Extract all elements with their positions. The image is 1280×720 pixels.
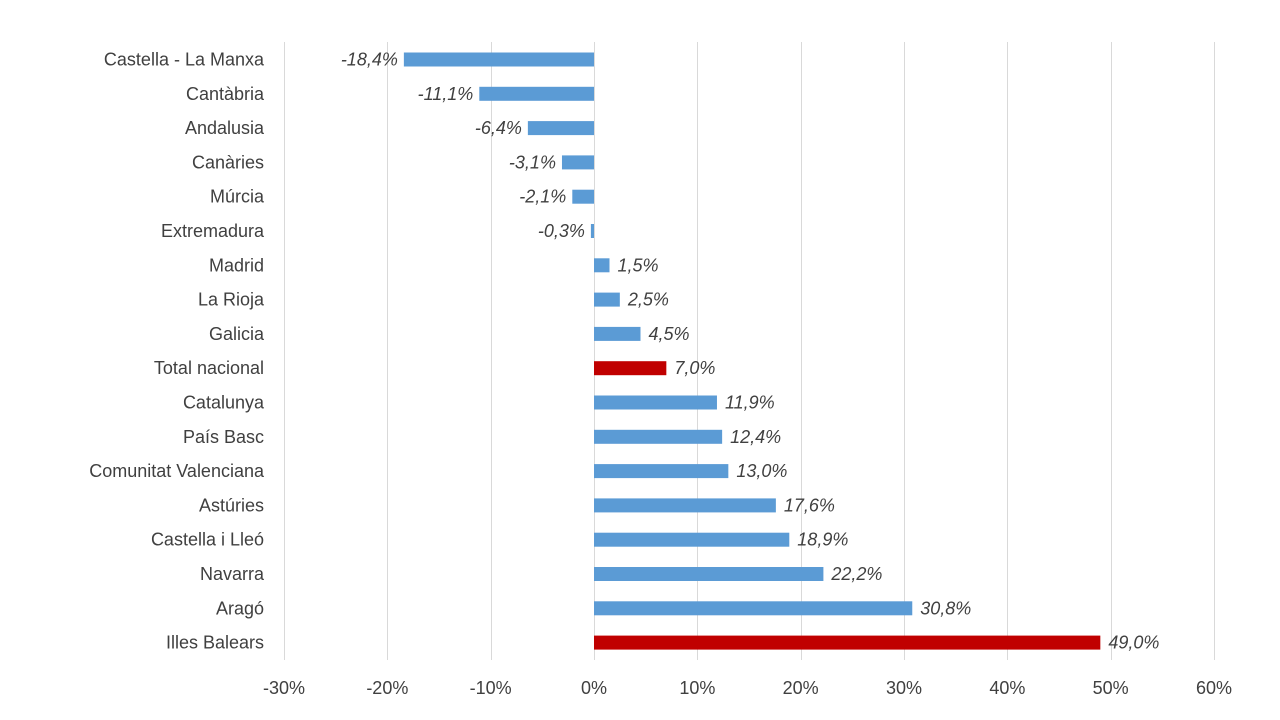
x-tick-label: 0% <box>581 678 607 698</box>
data-label: -2,1% <box>519 187 566 207</box>
data-label: 7,0% <box>674 358 715 378</box>
data-label: -11,1% <box>418 84 474 104</box>
bar <box>572 189 594 204</box>
data-label: 12,4% <box>730 427 781 447</box>
bar <box>561 155 594 170</box>
x-tick-label: -30% <box>263 678 305 698</box>
bar <box>594 601 913 616</box>
data-label: 4,5% <box>649 324 690 344</box>
category-label: Castella - La Manxa <box>104 50 265 70</box>
category-label: Galicia <box>209 324 265 344</box>
x-tick-label: 60% <box>1196 678 1232 698</box>
data-label: 22,2% <box>830 564 882 584</box>
category-label: La Rioja <box>198 290 265 310</box>
data-label: 11,9% <box>725 393 775 413</box>
category-label: Madrid <box>209 255 264 275</box>
bar <box>594 498 776 513</box>
x-tick-label: 40% <box>989 678 1025 698</box>
category-label: Navarra <box>200 564 265 584</box>
x-tick-label: -10% <box>470 678 512 698</box>
category-label: Canàries <box>192 152 264 172</box>
category-label: Illes Balears <box>166 633 264 653</box>
bar <box>594 532 790 547</box>
data-label: -18,4% <box>341 50 398 70</box>
x-tick-label: -20% <box>366 678 408 698</box>
data-label: -0,3% <box>538 221 585 241</box>
bar <box>594 635 1101 650</box>
x-tick-label: 50% <box>1093 678 1129 698</box>
data-label: -3,1% <box>509 152 556 172</box>
category-label: Múrcia <box>210 187 265 207</box>
x-tick-label: 10% <box>679 678 715 698</box>
bars <box>403 52 1101 650</box>
data-label: 2,5% <box>627 290 669 310</box>
bar <box>527 121 594 136</box>
data-label: -6,4% <box>475 118 522 138</box>
bar <box>594 292 620 307</box>
bar <box>594 361 667 376</box>
category-label: Extremadura <box>161 221 265 241</box>
category-label: País Basc <box>183 427 264 447</box>
data-label: 30,8% <box>920 598 971 618</box>
gridlines <box>284 42 1215 660</box>
bar <box>594 429 723 444</box>
category-label: Total nacional <box>154 358 264 378</box>
category-label: Astúries <box>199 495 264 515</box>
category-label: Catalunya <box>183 393 265 413</box>
data-label: 13,0% <box>736 461 787 481</box>
category-label: Comunitat Valenciana <box>89 461 265 481</box>
bar <box>594 326 641 341</box>
data-labels: -18,4% -11,1%-6,4% -3,1% -2,1% -0,3% 1,5% 2,5%… <box>341 50 1160 653</box>
data-label: 49,0% <box>1108 633 1159 653</box>
data-label: 18,9% <box>797 530 848 550</box>
bar <box>594 464 729 479</box>
category-label: Aragó <box>216 598 264 618</box>
bar <box>594 395 717 410</box>
x-axis-tick-labels: -30% -20% -10% 0% 10% 20% 30% 40% 50% 60% <box>263 678 1232 698</box>
category-label: Cantàbria <box>186 84 265 104</box>
bar <box>479 86 594 101</box>
category-labels: Castella - La Manxa Cantàbria Andalusia Can… <box>89 50 265 653</box>
x-tick-label: 30% <box>886 678 922 698</box>
bar <box>594 258 610 273</box>
category-label: Castella i Lleó <box>151 530 264 550</box>
bar <box>403 52 594 67</box>
data-label: 1,5% <box>618 255 659 275</box>
data-label: 17,6% <box>784 495 835 515</box>
x-tick-label: 20% <box>783 678 819 698</box>
category-label: Andalusia <box>185 118 265 138</box>
bar <box>590 224 594 238</box>
bar <box>594 567 824 581</box>
